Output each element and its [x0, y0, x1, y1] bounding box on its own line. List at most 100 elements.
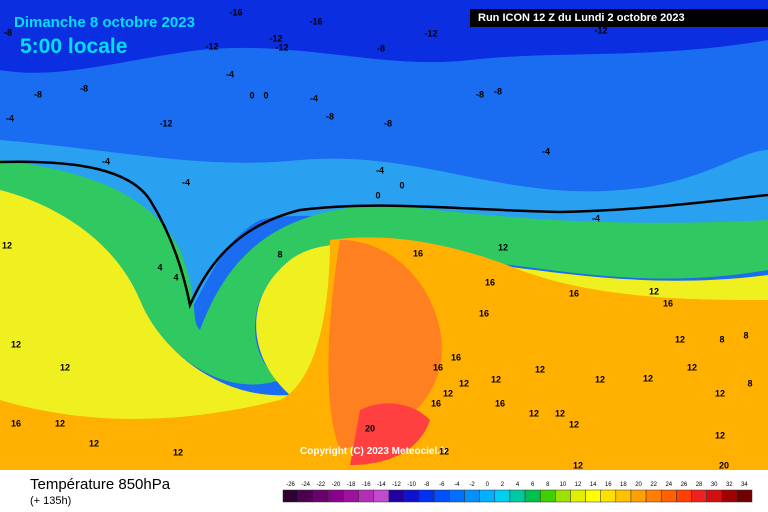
- legend-swatch: [373, 489, 390, 503]
- hottest-zone: [350, 403, 430, 465]
- legend-swatch: [282, 489, 299, 503]
- isotherm-label: -8: [476, 89, 484, 99]
- isotherm-label: -12: [205, 41, 218, 51]
- legend-swatch: [706, 489, 722, 503]
- legend-tick-label: -6: [439, 482, 445, 488]
- legend-swatch: [660, 489, 677, 503]
- isotherm-label: 16: [451, 352, 461, 362]
- isotherm-label: -8: [80, 83, 88, 93]
- legend-swatch: [721, 489, 738, 503]
- legend-tick-label: 34: [741, 482, 748, 488]
- isotherm-label: 8: [743, 330, 748, 340]
- isotherm-label: 4: [173, 272, 178, 282]
- isotherm-label: 0: [399, 180, 404, 190]
- legend-tick-label: -14: [377, 482, 386, 488]
- isotherm-label: -4: [542, 146, 550, 156]
- legend-swatch: [736, 489, 753, 503]
- isotherm-label: 4: [157, 262, 162, 272]
- legend-swatch: [358, 489, 375, 503]
- isotherm-label: 12: [89, 438, 99, 448]
- isotherm-label: 12: [555, 408, 565, 418]
- legend-tick-label: -2: [469, 482, 475, 488]
- isotherm-label: 16: [663, 298, 673, 308]
- legend-tick-label: -22: [316, 482, 325, 488]
- isotherm-label: 12: [573, 460, 583, 470]
- run-label: Run ICON 12 Z du Lundi 2 octobre 2023: [478, 12, 685, 24]
- legend-tick-label: 24: [665, 482, 672, 488]
- legend-tick-label: -18: [347, 482, 356, 488]
- legend-swatch: [343, 489, 359, 503]
- isotherm-label: 12: [569, 419, 579, 429]
- isotherm-label: -4: [6, 113, 14, 123]
- isotherm-label: -4: [592, 213, 600, 223]
- isotherm-label: 12: [715, 388, 725, 398]
- isotherm-label: 12: [643, 373, 653, 383]
- isotherm-label: -4: [376, 165, 384, 175]
- date-label: Dimanche 8 octobre 2023: [14, 14, 195, 31]
- isotherm-label: 16: [479, 308, 489, 318]
- isotherm-label: 16: [485, 277, 495, 287]
- legend-tick-label: 10: [560, 482, 567, 488]
- legend-tick-label: 12: [575, 482, 582, 488]
- isotherm-label: -12: [424, 28, 437, 38]
- isotherm-label: 12: [687, 362, 697, 372]
- isotherm-label: -8: [494, 86, 502, 96]
- isotherm-label: 20: [719, 460, 729, 470]
- isotherm-label: 8: [747, 378, 752, 388]
- legend-tick-label: -4: [454, 482, 460, 488]
- cool-zone: [0, 140, 768, 310]
- legend-tick-label: -8: [424, 482, 430, 488]
- very-hot-zone: [328, 240, 442, 450]
- legend-swatch: [524, 489, 541, 503]
- isotherm-label: 12: [55, 418, 65, 428]
- legend-swatch: [403, 489, 420, 503]
- isotherm-label: 12: [498, 242, 508, 252]
- isotherm-label: 12: [173, 447, 183, 457]
- legend-tick-label: 2: [501, 482, 505, 488]
- legend-swatch: [570, 489, 586, 503]
- isotherm-label: 12: [535, 364, 545, 374]
- isotherm-label: -8: [34, 89, 42, 99]
- footer-title: Température 850hPa: [30, 476, 171, 493]
- isotherm-label: -12: [269, 33, 282, 43]
- isotherm-label: -8: [4, 27, 12, 37]
- legend-tick-label: 8: [546, 482, 550, 488]
- legend-tick-label: 16: [605, 482, 612, 488]
- isotherm-label: -4: [226, 69, 234, 79]
- isotherm-label: -8: [384, 118, 392, 128]
- legend-tick-label: 28: [696, 482, 703, 488]
- mild-zone: [0, 160, 768, 385]
- legend-tick-label: -26: [286, 482, 295, 488]
- isotherm-label: 12: [529, 408, 539, 418]
- legend-swatch: [418, 489, 435, 503]
- isotherm-label: -8: [377, 43, 385, 53]
- isotherm-label: -8: [326, 111, 334, 121]
- legend-tick-label: -10: [407, 482, 416, 488]
- isotherm-label: 12: [11, 339, 21, 349]
- legend-tick-label: 32: [726, 482, 733, 488]
- isotherm-label: 12: [443, 388, 453, 398]
- legend-swatch: [328, 489, 344, 503]
- isotherm-label: -12: [594, 25, 607, 35]
- legend-swatch: [464, 489, 480, 503]
- time-label: 5:00 locale: [20, 35, 127, 58]
- legend-swatch: [494, 489, 511, 503]
- legend-tick-label: 0: [486, 482, 490, 488]
- legend-tick-label: 26: [681, 482, 688, 488]
- legend-tick-label: -12: [392, 482, 401, 488]
- isotherm-label: 12: [715, 430, 725, 440]
- isotherm-label: 12: [675, 334, 685, 344]
- legend-swatch: [615, 489, 632, 503]
- isotherm-label: -4: [310, 93, 318, 103]
- isotherm-label: 16: [569, 288, 579, 298]
- legend-swatch: [600, 489, 617, 503]
- legend-swatch: [434, 489, 450, 503]
- legend-tick-label: 18: [620, 482, 627, 488]
- isotherm-label: -4: [102, 156, 110, 166]
- legend-swatch: [585, 489, 601, 503]
- legend-swatch: [555, 489, 571, 503]
- isotherm-label: -16: [229, 7, 242, 17]
- copyright: Copyright (C) 2023 Meteociel.fr: [300, 446, 447, 457]
- legend-tick-label: 20: [635, 482, 642, 488]
